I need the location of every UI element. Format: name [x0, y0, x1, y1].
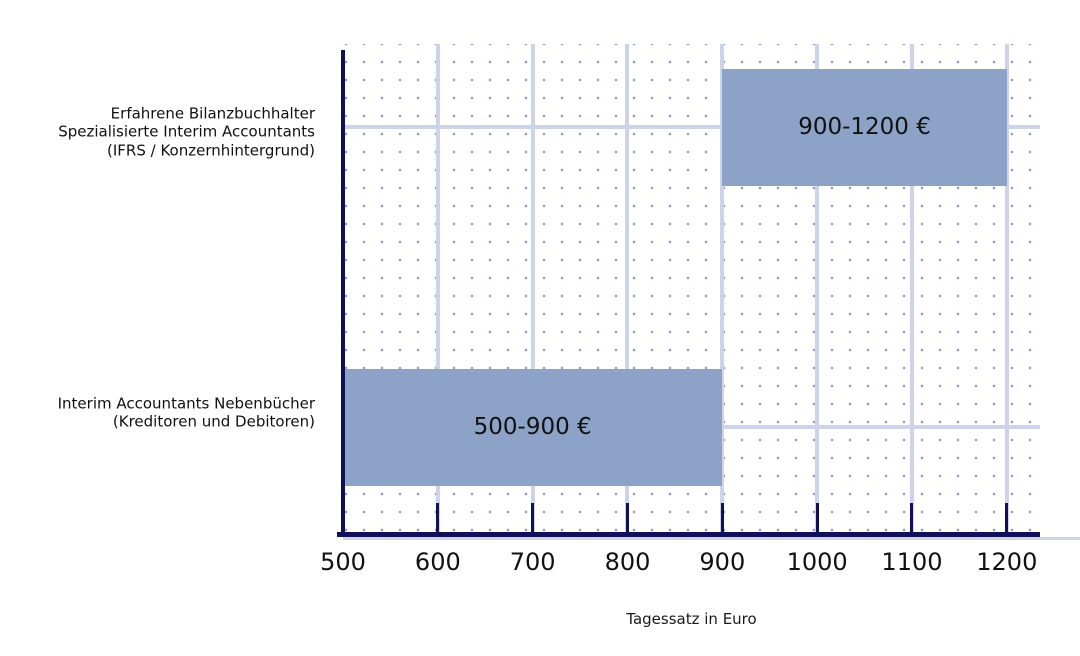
category-label-1: Erfahrene Bilanzbuchhalter Spezialisierte… [0, 105, 315, 160]
gridline-600 [435, 44, 440, 533]
plot-area: 900-1200 € 500-900 € [341, 44, 1040, 533]
tick-600 [436, 503, 440, 533]
tick-label-500: 500 [320, 548, 366, 576]
bar-2: 500-900 € [343, 368, 723, 486]
tick-label-1000: 1000 [786, 548, 848, 576]
tick-label-800: 800 [604, 548, 651, 576]
category-label-2: Interim Accountants Nebenbücher (Kreditor… [0, 395, 315, 432]
bar-1: 900-1200 € [722, 68, 1007, 186]
x-axis-title: Tagessatz in Euro [626, 610, 757, 628]
bar-label-2: 500-900 € [473, 414, 592, 440]
tick-label-900: 900 [699, 548, 746, 576]
tick-1200 [1005, 503, 1009, 533]
category-label-1-line-2: Spezialisierte Interim Accountants [58, 122, 315, 141]
category-label-1-line-3: (IFRS / Konzernhintergrund) [107, 141, 315, 160]
gridline-1200 [1004, 44, 1009, 533]
tick-700 [531, 503, 535, 533]
category-label-2-line-1: Interim Accountants Nebenbücher [57, 394, 315, 413]
y-axis-line [341, 50, 345, 537]
category-label-2-line-2: (Kreditoren und Debitoren) [112, 413, 315, 431]
x-axis-line [337, 532, 1040, 537]
tick-label-1100: 1100 [881, 548, 943, 576]
category-label-1-line-1: Erfahrene Bilanzbuchhalter [110, 104, 315, 123]
gridline-900 [720, 44, 725, 533]
x-axis-baseline-extension [343, 537, 1080, 540]
gridline-700 [530, 44, 535, 533]
gridline-800 [625, 44, 630, 533]
tick-800 [625, 503, 629, 533]
bar-label-1: 900-1200 € [798, 114, 931, 140]
gridline-1100 [909, 44, 914, 533]
row-gridline-1 [343, 125, 1040, 129]
tick-900 [720, 503, 724, 533]
tick-label-1200: 1200 [976, 548, 1038, 576]
tick-1100 [910, 503, 914, 533]
tick-1000 [815, 503, 819, 533]
gridline-1000 [815, 44, 820, 533]
tick-label-600: 600 [414, 548, 461, 576]
tick-label-700: 700 [509, 548, 556, 576]
